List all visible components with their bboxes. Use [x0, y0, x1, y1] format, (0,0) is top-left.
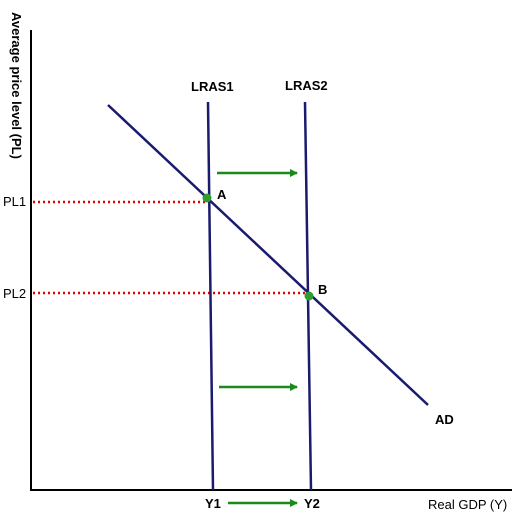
pl2-label: PL2 [3, 286, 26, 301]
y1-label: Y1 [205, 496, 221, 511]
point-a-marker [202, 193, 212, 203]
point-b-marker [304, 291, 314, 301]
lras1-label: LRAS1 [191, 79, 234, 94]
point-b-label: B [318, 282, 327, 297]
x-axis-label: Real GDP (Y) [428, 497, 507, 512]
pl1-label: PL1 [3, 194, 26, 209]
ad-line [107, 104, 429, 406]
ad-label: AD [435, 412, 454, 427]
y-axis-label: Average price level (PL) [9, 12, 24, 159]
lras2-label: LRAS2 [285, 78, 328, 93]
lras1-line [206, 101, 215, 491]
point-a-label: A [217, 187, 227, 202]
y2-label: Y2 [304, 496, 320, 511]
